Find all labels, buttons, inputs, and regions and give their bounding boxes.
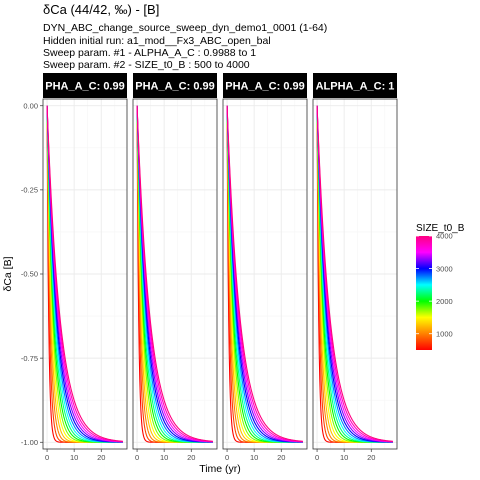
panel-border [312,98,398,450]
facet-strip [313,73,397,98]
x-tick-label: 20 [187,453,195,462]
x-tick-label: 10 [70,453,78,462]
y-axis-title: δCa [B] [2,256,14,291]
y-tick-label: 0.00 [23,101,38,110]
subtitle-sweep-param-1: Sweep param. #1 - ALPHA_A_C : 0.9988 to … [43,47,257,59]
x-tick-label: 0 [225,453,229,462]
series-line [316,105,393,442]
x-tick-label: 10 [250,453,258,462]
y-tick-label: -0.25 [21,186,38,195]
series-line [136,105,213,443]
legend-title: SIZE_t0_B [416,223,465,234]
color-legend: SIZE_t0_B 1000 2000 3000 4000 [416,223,465,350]
facet-strip [223,73,307,98]
legend-color-bar [416,236,432,350]
facet-panel: ALPHA_A_C: 1 0 10 20 [312,73,398,462]
series-line [136,105,213,442]
x-tick-label: 10 [340,453,348,462]
series-line [226,105,303,443]
subtitle-run-name: DYN_ABC_change_source_sweep_dyn_demo1_00… [43,22,328,34]
chart-title: δCa (44/42, ‰) - [B] [43,2,160,17]
series-line [136,105,213,443]
subtitle-sweep-param-2: Sweep param. #2 - SIZE_t0_B : 500 to 400… [43,59,250,71]
panel-border [222,98,308,450]
y-tick-label: -0.50 [21,270,38,279]
series-line [46,105,123,443]
y-tick-label: -0.75 [21,354,38,363]
legend-tick-label: 3000 [436,264,453,273]
facet-strip-label: ALPHA_A_C: 1 [316,81,395,93]
subtitle-initial-run: Hidden initial run: a1_mod__Fx3_ABC_open… [43,35,271,47]
x-tick-label: 20 [277,453,285,462]
x-tick-label: 0 [45,453,49,462]
facet-panel: PHA_A_C: 0.99 0 10 20 [132,73,218,462]
series-line [226,105,303,442]
x-tick-label: 0 [135,453,139,462]
facet-strip [43,73,127,98]
facet-strip [133,73,217,98]
series-line [316,105,393,443]
legend-tick-label: 1000 [436,329,453,338]
facet-panel: PHA_A_C: 0.99 0 10 20 [222,73,308,462]
x-tick-label: 10 [160,453,168,462]
facet-strip-label: PHA_A_C: 0.99 [45,81,124,93]
legend-tick-label: 2000 [436,297,453,306]
facet-panel: PHA_A_C: 0.99 0 10 20 [42,73,128,462]
facet-strip-label: PHA_A_C: 0.99 [225,81,304,93]
legend-tick-label: 4000 [436,232,453,241]
panel-border [132,98,218,450]
series-line [46,105,123,442]
facet-strip-label: PHA_A_C: 0.99 [135,81,214,93]
series-line [226,105,303,443]
x-tick-label: 0 [315,453,319,462]
series-line [46,105,123,443]
series-line [316,105,393,443]
x-tick-label: 20 [97,453,105,462]
x-tick-label: 20 [367,453,375,462]
y-tick-label: -1.00 [21,438,38,447]
x-axis-title: Time (yr) [199,463,241,475]
